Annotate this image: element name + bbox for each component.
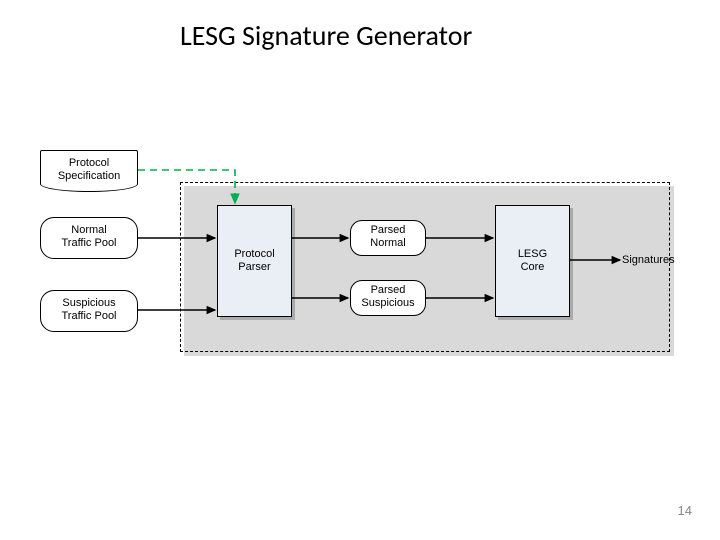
node-parsed-suspicious: Parsed Suspicious [350, 280, 426, 316]
node-label: Traffic Pool [61, 237, 116, 249]
node-lesg-core: LESG Core [495, 205, 570, 317]
node-label: Normal [71, 224, 106, 236]
node-label: Parser [238, 261, 270, 273]
node-label: Normal [370, 237, 405, 249]
node-protocol-parser: Protocol Parser [217, 205, 292, 317]
node-label: LESG [518, 248, 547, 260]
node-label: Core [521, 261, 545, 273]
page-title: LESG Signature Generator [180, 18, 472, 53]
node-label: Specification [58, 170, 120, 182]
node-protocol-spec: Protocol Specification [40, 150, 138, 192]
node-parsed-normal: Parsed Normal [350, 220, 426, 256]
node-signatures-label: Signatures [622, 254, 675, 266]
diagram-container: Protocol Specification Normal Traffic Po… [40, 150, 690, 370]
node-label: Parsed [371, 284, 406, 296]
node-normal-pool: Normal Traffic Pool [40, 217, 138, 259]
node-label: Protocol [234, 248, 274, 260]
node-label: Parsed [371, 224, 406, 236]
node-suspicious-pool: Suspicious Traffic Pool [40, 290, 138, 332]
node-label: Suspicious [361, 297, 414, 309]
node-label: Protocol [69, 157, 109, 169]
page-number: 14 [678, 503, 692, 518]
node-label: Traffic Pool [61, 310, 116, 322]
node-label: Suspicious [62, 297, 115, 309]
